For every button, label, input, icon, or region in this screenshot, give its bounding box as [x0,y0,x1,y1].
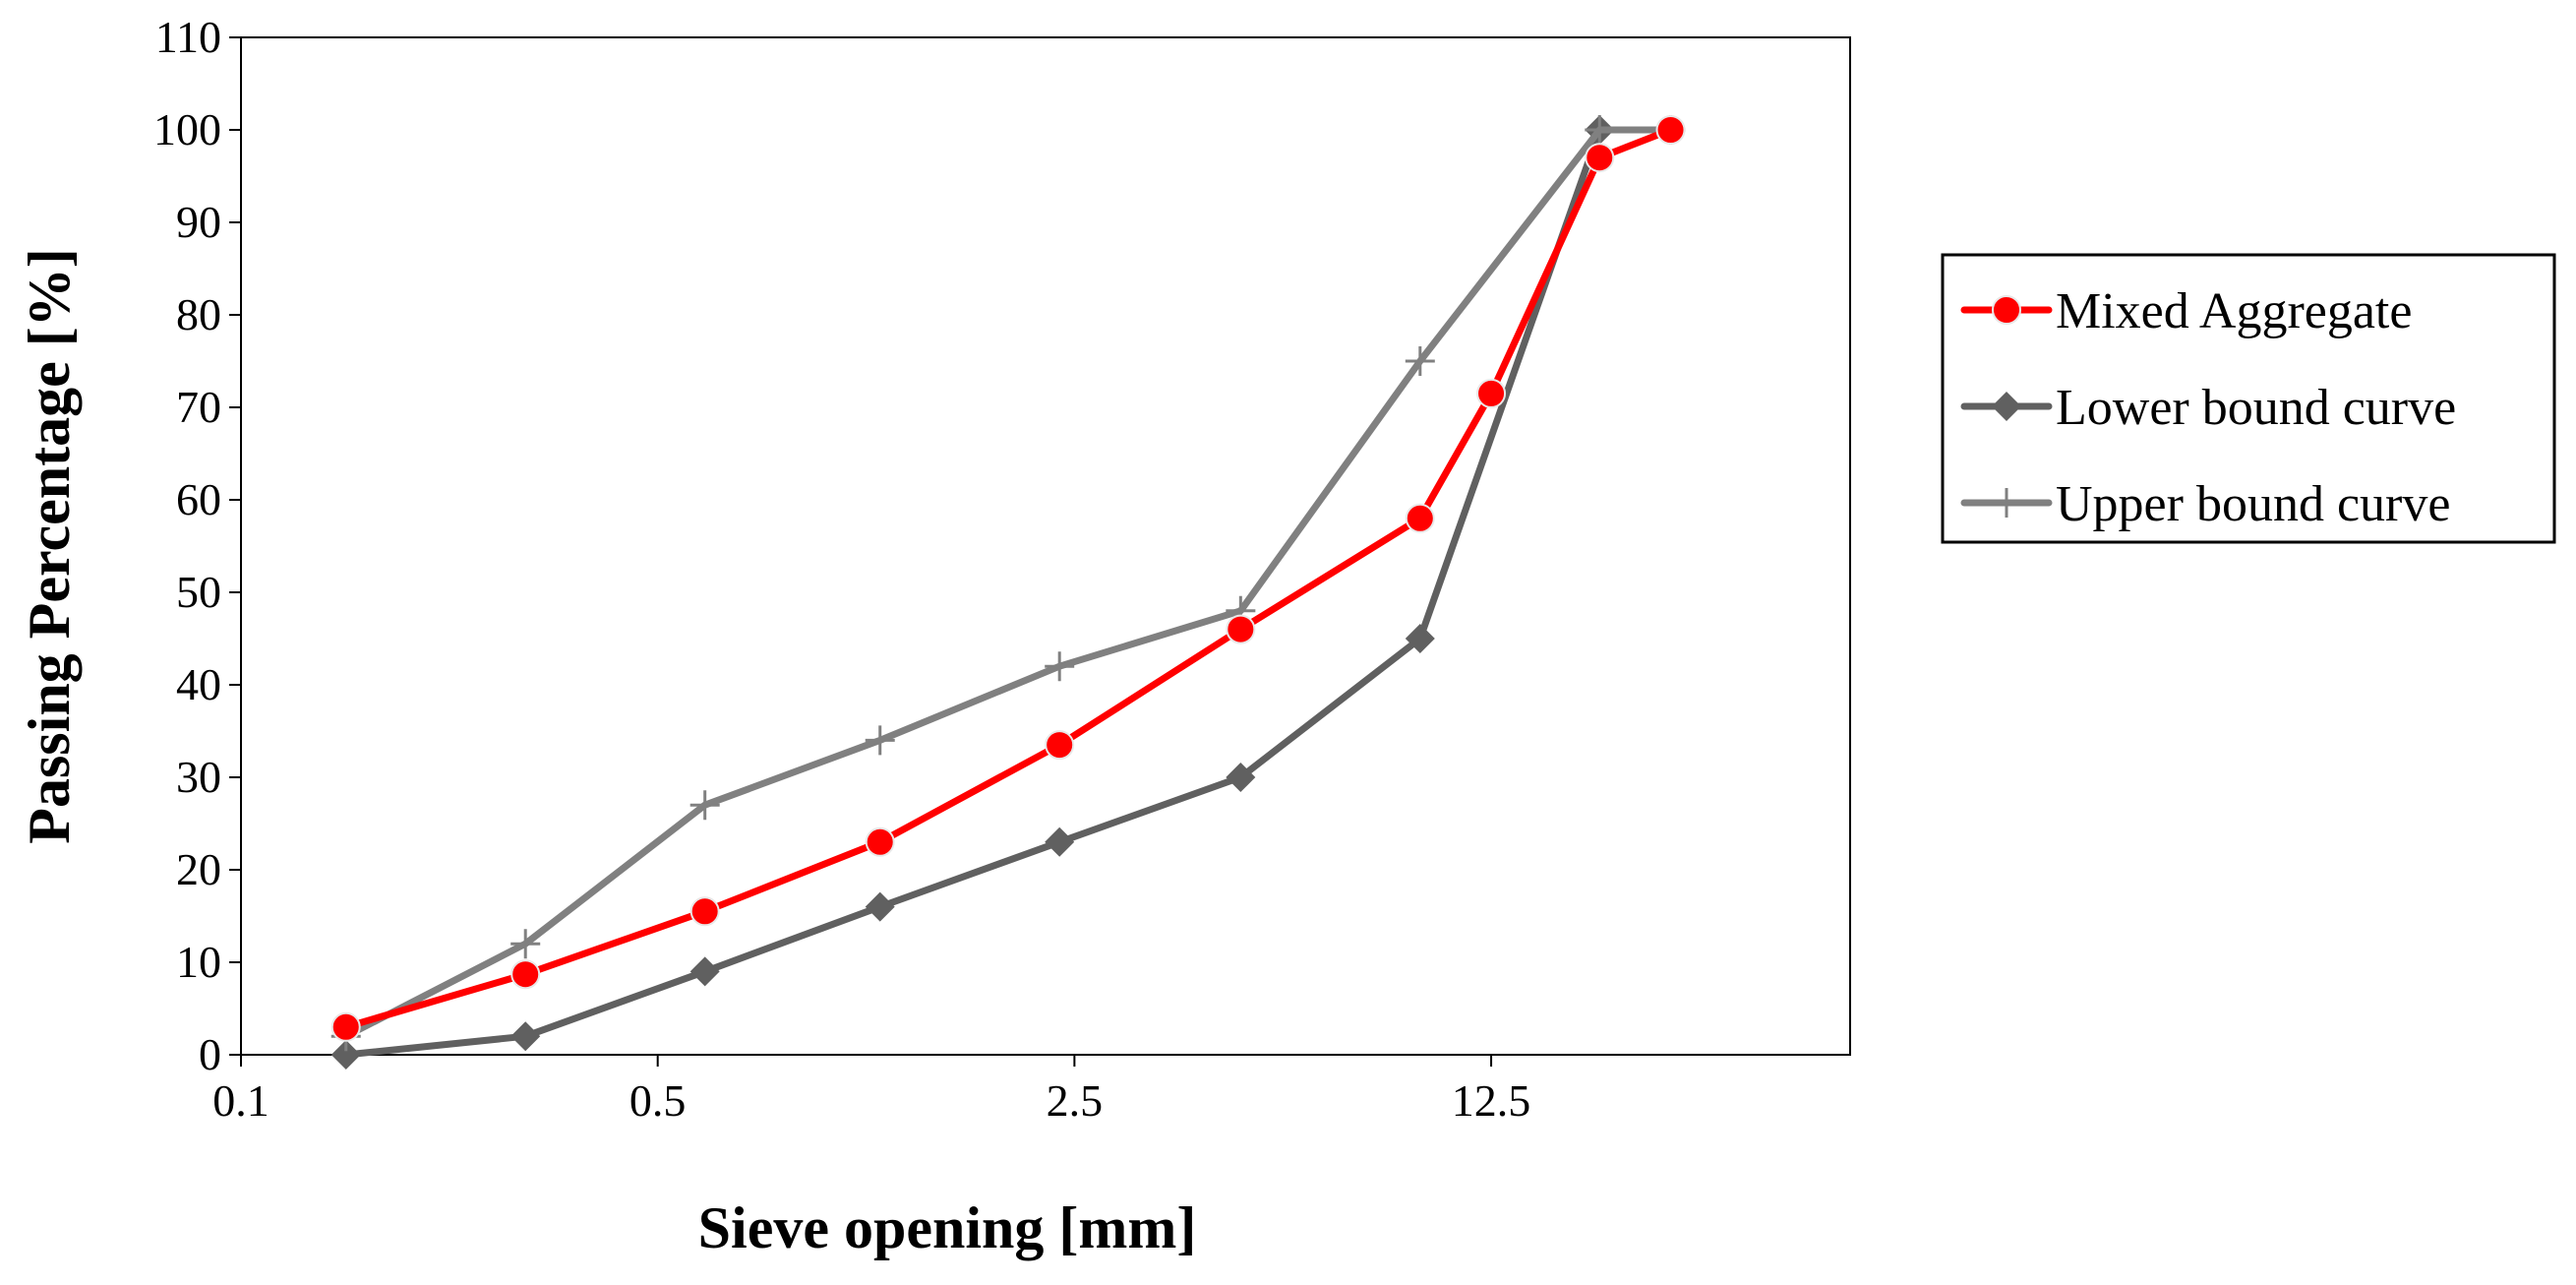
x-tick-label: 12.5 [1452,1075,1531,1126]
y-tick-label: 0 [199,1029,221,1079]
plot-area [240,36,1851,1056]
legend-marker [1992,392,2021,421]
series-line-mixed-aggregate [344,126,1672,1031]
data-point-lower-bound-curve [330,1040,361,1070]
y-tick-label: 80 [176,289,221,339]
legend-item-mixed-aggregate: Mixed Aggregate [1960,283,2412,339]
data-point-lower-bound-curve [865,891,895,922]
legend-label: Lower bound curve [2056,380,2456,436]
y-tick-label: 70 [176,382,221,432]
y-tick-label: 10 [176,937,221,987]
y-tick-label: 40 [176,659,221,709]
data-point-mixed-aggregate [1045,730,1075,761]
y-tick-label: 60 [176,474,221,524]
data-point-lower-bound-curve [1405,624,1435,653]
legend: Mixed Aggregate Lower bound curve Upper bo… [1941,253,2556,544]
y-tick-label: 100 [153,104,221,154]
y-axis-title: Passing Percentage [%] [17,248,82,843]
data-point-upper-bound-curve [510,929,541,959]
legend-marker [1992,488,2021,518]
y-tick-label: 20 [176,844,221,894]
data-point-mixed-aggregate [330,1011,361,1042]
x-tick-label: 0.5 [629,1075,687,1126]
data-point-lower-bound-curve [689,956,720,987]
data-point-lower-bound-curve [1226,763,1256,792]
y-tick-label: 50 [176,567,221,617]
x-tick-label: 0.1 [212,1075,270,1126]
data-point-upper-bound-curve [1045,651,1075,682]
y-tick-label: 30 [176,752,221,802]
series-mixed-aggregate [330,115,1686,1042]
data-point-mixed-aggregate [1476,378,1507,408]
legend-item-upper-bound-curve: Upper bound curve [1960,476,2450,532]
legend-marker [1992,295,2021,325]
data-point-mixed-aggregate [1585,143,1615,173]
data-point-mixed-aggregate [510,959,541,990]
data-point-upper-bound-curve [689,790,720,821]
legend-label: Upper bound curve [2056,476,2450,532]
data-point-mixed-aggregate [689,896,720,927]
data-point-lower-bound-curve [1045,826,1075,857]
legend-label: Mixed Aggregate [2056,283,2412,339]
legend-item-lower-bound-curve: Lower bound curve [1960,380,2456,436]
data-point-upper-bound-curve [1405,346,1435,376]
data-point-mixed-aggregate [1655,115,1686,145]
data-point-mixed-aggregate [1226,614,1256,644]
y-tick-label: 90 [176,197,221,247]
data-point-mixed-aggregate [865,826,895,857]
x-axis-title: Sieve opening [mm] [698,1195,1197,1260]
data-point-upper-bound-curve [865,725,895,756]
data-point-lower-bound-curve [510,1021,541,1052]
y-tick-label: 110 [155,12,221,62]
data-point-mixed-aggregate [1405,503,1435,533]
data-point-upper-bound-curve [1585,115,1615,145]
x-tick-label: 2.5 [1047,1075,1104,1126]
